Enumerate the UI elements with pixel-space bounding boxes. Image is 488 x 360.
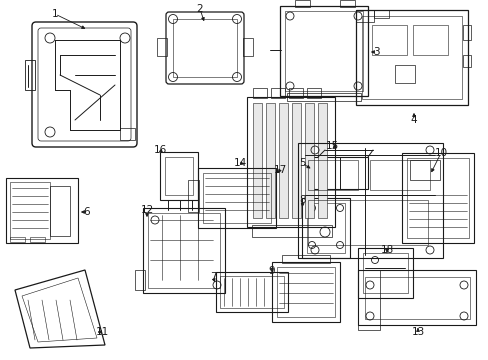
Bar [362,253,407,293]
Bar [297,143,442,258]
Bar [252,103,262,218]
Bar [294,0,309,7]
Bar [361,16,461,99]
Bar [317,103,326,218]
Bar [173,19,237,77]
Bar [369,160,429,190]
Bar [357,270,379,330]
Bar [279,103,287,218]
Bar [251,225,331,237]
Bar [276,267,334,317]
Bar [216,272,287,312]
Bar [265,103,274,218]
Bar [355,10,467,105]
Bar [412,25,447,55]
Text: 8: 8 [299,195,305,205]
Bar [357,270,475,325]
Bar [355,10,373,22]
Bar [302,198,349,258]
Bar [148,213,220,288]
Bar [339,0,354,7]
Text: 18: 18 [380,245,393,255]
Text: 7: 7 [209,272,216,282]
Text: 17: 17 [273,165,286,175]
Bar [312,157,367,189]
Bar [307,160,357,190]
Bar [288,88,303,98]
Bar [220,276,284,308]
Text: 14: 14 [233,158,246,168]
Bar [10,237,25,242]
Bar [371,25,406,55]
Text: 5: 5 [298,158,305,168]
Bar [120,128,135,140]
Bar [252,88,266,98]
Bar [291,103,301,218]
Bar [270,88,285,98]
Bar [401,153,473,243]
Bar [306,88,320,98]
Bar [357,248,412,298]
Text: 1: 1 [52,9,58,19]
Text: 9: 9 [268,266,275,276]
Bar [271,262,339,322]
Text: 6: 6 [83,207,90,217]
Bar [203,173,270,223]
Bar [10,182,50,239]
Bar [305,103,313,218]
Text: 2: 2 [196,4,203,14]
Bar [164,157,193,195]
Bar [306,203,345,253]
Text: 15: 15 [325,141,338,151]
Bar [373,10,388,18]
Bar [409,160,439,180]
Bar [198,168,275,228]
Bar [142,208,224,293]
Text: 4: 4 [410,115,416,125]
Text: 3: 3 [372,47,379,57]
Bar [160,152,198,200]
Bar [286,93,360,101]
Bar [462,25,470,40]
Bar [285,11,362,91]
Bar [25,60,35,90]
Text: 10: 10 [433,148,447,158]
Bar [157,38,167,56]
Bar [462,55,470,67]
Bar [6,178,78,243]
Bar [307,200,427,245]
Bar [406,158,468,238]
Bar [364,277,469,319]
Bar [243,38,252,56]
Bar [30,237,45,242]
Bar [282,255,329,263]
Bar [394,65,414,83]
Text: 12: 12 [140,205,153,215]
Bar [246,97,334,227]
Bar [135,270,145,290]
Bar [187,180,199,212]
Text: 11: 11 [95,327,108,337]
Text: 13: 13 [410,327,424,337]
Bar [280,6,367,96]
Text: 16: 16 [153,145,166,155]
Bar [50,186,70,236]
